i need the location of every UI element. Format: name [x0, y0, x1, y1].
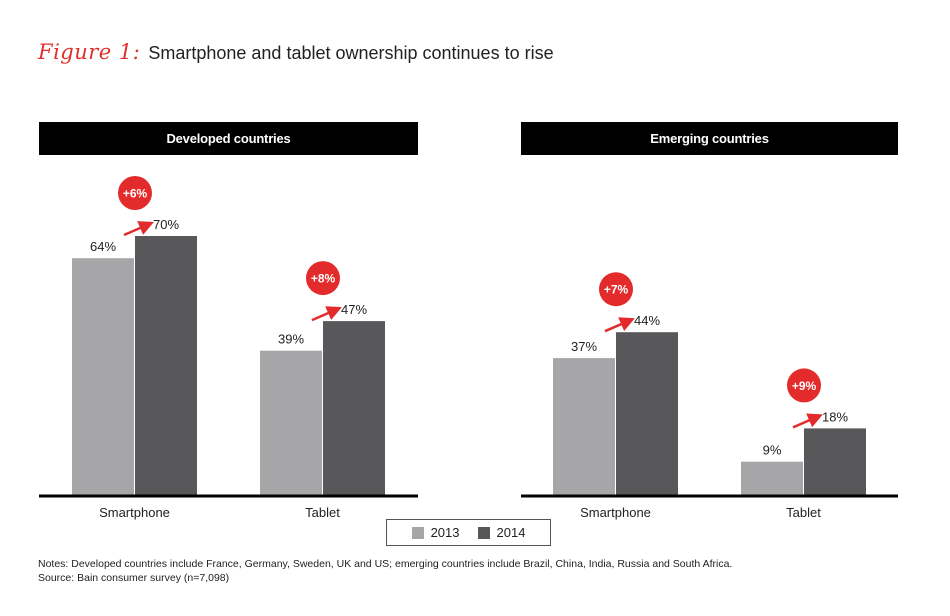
bar-developed-smartphone-2014 [135, 236, 197, 495]
data-label: 39% [278, 332, 304, 347]
legend: 2013 2014 [386, 519, 551, 546]
data-label: 18% [822, 409, 848, 424]
growth-badge-label: +9% [792, 379, 817, 393]
bar-developed-tablet-2013 [260, 350, 322, 495]
legend-swatch-2014 [477, 526, 490, 539]
data-label: 37% [571, 339, 597, 354]
growth-arrow [792, 413, 823, 429]
bar-developed-tablet-2014 [323, 321, 385, 495]
growth-badge-label: +7% [604, 283, 629, 297]
legend-item-2014: 2014 [477, 525, 526, 540]
data-label: 47% [341, 302, 367, 317]
growth-badge [118, 176, 152, 210]
growth-arrow [311, 306, 342, 322]
growth-badge [787, 368, 821, 403]
legend-label-2014: 2014 [496, 525, 526, 540]
notes: Notes: Developed countries include Franc… [38, 557, 732, 585]
bar-emerging-tablet-2013 [741, 461, 803, 495]
source-line: Source: Bain consumer survey (n=7,098) [38, 572, 230, 584]
legend-label-2013: 2013 [430, 525, 460, 540]
category-label: Tablet [786, 505, 821, 520]
legend-swatch-2013 [411, 526, 424, 539]
bar-emerging-tablet-2014 [804, 428, 866, 495]
growth-badge-label: +6% [123, 187, 148, 201]
figure-title-row: Figure 1: Smartphone and tablet ownershi… [38, 40, 554, 70]
bar-emerging-smartphone-2013 [553, 358, 615, 495]
growth-arrow [604, 317, 635, 333]
category-label: Smartphone [580, 505, 651, 520]
data-label: 70% [153, 217, 179, 232]
data-label: 9% [763, 443, 782, 458]
growth-badge-label: +8% [311, 272, 336, 286]
notes-line: Notes: Developed countries include Franc… [38, 558, 733, 570]
category-label: Smartphone [99, 505, 170, 520]
bar-emerging-smartphone-2014 [616, 332, 678, 495]
figure-label: Figure 1: [38, 40, 141, 64]
panel-header-emerging: Emerging countries [521, 122, 898, 155]
category-label: Tablet [305, 505, 340, 520]
page-title: Smartphone and tablet ownership continue… [148, 43, 554, 63]
legend-item-2013: 2013 [411, 525, 460, 540]
growth-badge [306, 261, 340, 296]
data-label: 44% [634, 313, 660, 328]
bar-developed-smartphone-2013 [72, 258, 134, 495]
data-label: 64% [90, 239, 116, 254]
panel-header-developed: Developed countries [39, 122, 418, 155]
growth-arrow [123, 221, 154, 237]
growth-badge [599, 272, 633, 307]
